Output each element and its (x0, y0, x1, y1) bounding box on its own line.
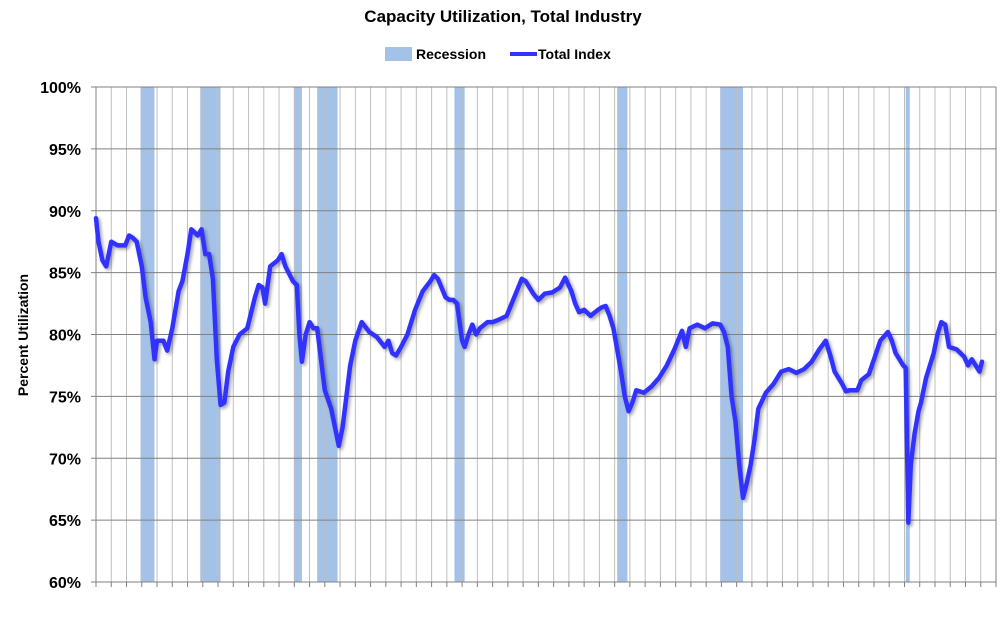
x-tick-label: Jan-92 (470, 590, 485, 630)
x-tick-label: Jan-83 (333, 590, 348, 630)
x-tick-label: Jan-70 (135, 590, 150, 630)
y-tick-label: 100% (40, 80, 81, 97)
x-tick-label: Jan-22 (928, 590, 943, 630)
x-tick-label: Jan-16 (836, 590, 851, 630)
x-tick-label: Jan-07 (699, 590, 714, 630)
x-tick-label: Jan-10 (745, 590, 760, 630)
x-tick-label: Jan-25 (974, 590, 989, 630)
y-tick-label: 65% (49, 513, 81, 530)
y-tick-label: 95% (49, 142, 81, 159)
x-tick-label: Jan-78 (257, 590, 272, 630)
x-tick-label: Jan-89 (425, 590, 440, 630)
x-tick-label: Jan-17 (852, 590, 867, 630)
x-tick-label: Jan-82 (318, 590, 333, 630)
y-tick-label: 70% (49, 451, 81, 468)
x-tick-label: Jan-81 (303, 590, 318, 630)
x-tick-label: Jan-03 (638, 590, 653, 630)
legend: Recession Total Index (385, 46, 611, 62)
legend-label-recession: Recession (416, 46, 486, 62)
x-tick-label: Jan-08 (714, 590, 729, 630)
x-tick-label: Jan-12 (775, 590, 790, 630)
x-tick-label: Jan-09 (730, 590, 745, 630)
x-tick-label: Jan-76 (226, 590, 241, 630)
x-tick-label: Jan-87 (394, 590, 409, 630)
x-tick-label: Jan-95 (516, 590, 531, 630)
x-tick-label: Jan-67 (89, 590, 104, 630)
x-tick-label: Jan-23 (943, 590, 958, 630)
x-tick-label: Jan-90 (440, 590, 455, 630)
x-tick-label: Jan-21 (913, 590, 928, 630)
x-tick-label: Jan-86 (379, 590, 394, 630)
x-tick-label: Jan-01 (608, 590, 623, 630)
x-tick-label: Jan-11 (760, 590, 775, 630)
x-tick-label: Jan-18 (867, 590, 882, 630)
x-tick-label: Jan-00 (592, 590, 607, 630)
x-tick-label: Jan-74 (196, 589, 211, 630)
x-tick-label: Jan-80 (287, 590, 302, 630)
x-tick-label: Jan-91 (455, 590, 470, 630)
x-tick-label: Jan-69 (120, 590, 135, 630)
y-tick-label: 60% (49, 575, 81, 592)
y-axis-label: Percent Utilization (15, 274, 31, 396)
x-tick-label: Jan-96 (531, 590, 546, 630)
x-tick-label: Jan-24 (958, 589, 973, 630)
x-tick-label: Jan-79 (272, 590, 287, 630)
x-tick-label: Jan-75 (211, 590, 226, 630)
legend-label-total-index: Total Index (538, 46, 611, 62)
x-tick-label: Jan-85 (364, 590, 379, 630)
x-tick-label: Jan-94 (501, 589, 516, 630)
x-tick-label: Jan-05 (669, 590, 684, 630)
y-tick-label: 85% (49, 266, 81, 283)
x-tick-label: Jan-19 (882, 590, 897, 630)
x-tick-label: Jan-15 (821, 590, 836, 630)
x-tick-label: Jan-26 (989, 590, 1004, 630)
x-tick-label: Jan-04 (653, 589, 668, 630)
x-tick-label: Jan-13 (791, 590, 806, 630)
x-tick-label: Jan-20 (897, 590, 912, 630)
chart-title: Capacity Utilization, Total Industry (364, 7, 642, 26)
x-tick-label: Jan-02 (623, 590, 638, 630)
x-tick-label: Jan-72 (165, 590, 180, 630)
x-tick-label: Jan-93 (486, 590, 501, 630)
x-tick-label: Jan-06 (684, 590, 699, 630)
x-tick-label: Jan-14 (806, 589, 821, 630)
legend-swatch-recession (385, 47, 412, 61)
x-tick-label: Jan-77 (242, 590, 257, 630)
x-tick-label: Jan-88 (409, 590, 424, 630)
total-index-line (93, 215, 985, 525)
y-tick-label: 75% (49, 389, 81, 406)
x-tick-label: Jan-73 (181, 590, 196, 630)
y-tick-label: 80% (49, 328, 81, 345)
x-tick-label: Jan-68 (104, 590, 119, 630)
x-tick-label: Jan-98 (562, 590, 577, 630)
x-tick-label: Jan-97 (547, 590, 562, 630)
x-tick-label: Jan-71 (150, 590, 165, 630)
x-tick-label: Jan-99 (577, 590, 592, 630)
y-tick-label: 90% (49, 204, 81, 221)
x-tick-label: Jan-84 (348, 589, 363, 630)
